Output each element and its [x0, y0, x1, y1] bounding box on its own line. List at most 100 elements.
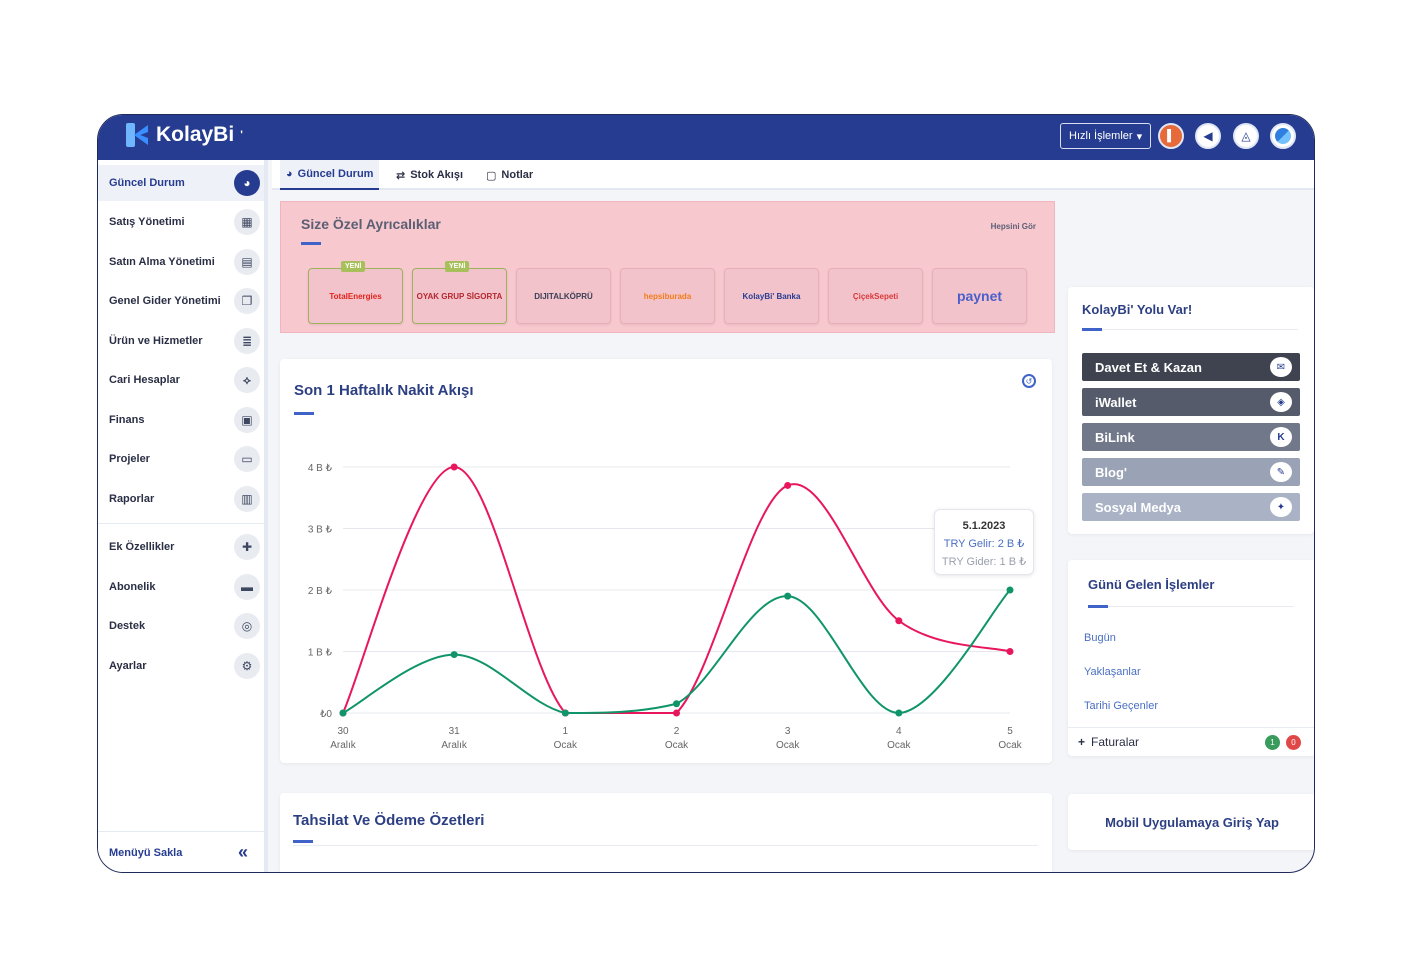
ways-button-2[interactable]: BiLink K — [1082, 423, 1300, 451]
card-icon: ▬ — [234, 574, 260, 600]
sidebar-item-satış-yönetimi[interactable]: Satış Yönetimi ▦ — [98, 204, 264, 240]
sidebar-item-finans[interactable]: Finans ▣ — [98, 402, 264, 438]
sidebar-item-projeler[interactable]: Projeler ▭ — [98, 441, 264, 477]
x-tick-day: 5 — [1007, 726, 1013, 737]
brand-card-4[interactable]: KolayBi' Banka — [724, 268, 819, 324]
brand-card-6[interactable]: paynet — [932, 268, 1027, 324]
ways-button-label: iWallet — [1095, 394, 1137, 410]
link-icon: K — [1270, 427, 1292, 447]
sidebar-item-label: Satış Yönetimi — [109, 216, 185, 228]
data-point — [339, 709, 347, 717]
x-tick-day: 4 — [896, 726, 902, 737]
link-yaklasanlar[interactable]: Yaklaşanlar — [1084, 666, 1141, 678]
sidebar-item-genel-gider-yönetimi[interactable]: Genel Gider Yönetimi ❐ — [98, 283, 264, 319]
sidebar-item-raporlar[interactable]: Raporlar ▥ — [98, 481, 264, 517]
ways-card: KolayBi' Yolu Var! Davet Et & Kazan ✉ iWal… — [1068, 287, 1314, 534]
sidebar-item-ürün-ve-hizmetler[interactable]: Ürün ve Hizmetler ≣ — [98, 323, 264, 359]
money-icon: ▣ — [234, 407, 260, 433]
document-icon: ▤ — [234, 249, 260, 275]
sidebar-item-label: Genel Gider Yönetimi — [109, 295, 221, 307]
sidebar-item-ek-özellikler[interactable]: Ek Özellikler ✚ — [98, 529, 264, 565]
brand-name: DIJITALKÖPRÜ — [534, 291, 593, 301]
handshake-icon: ⟡ — [234, 367, 260, 393]
ways-button-1[interactable]: iWallet ◈ — [1082, 388, 1300, 416]
x-tick-month: Ocak — [554, 740, 578, 751]
plus-icon: + — [1078, 735, 1086, 749]
app-window: KolayBi ' Hızlı İşlemler ▾ ▌ ◀ ◬ Güncel D… — [97, 114, 1315, 873]
tooltip-income: TRY Gelir: 2 B ₺ — [943, 538, 1025, 550]
ways-button-0[interactable]: Davet Et & Kazan ✉ — [1082, 353, 1300, 381]
data-point — [895, 709, 903, 717]
mobile-login-card[interactable]: Mobil Uygulamaya Giriş Yap — [1068, 794, 1314, 850]
sidebar-item-label: Ayarlar — [109, 660, 147, 672]
tab-stok-akisi[interactable]: ⇄ Stok Akışı — [396, 160, 463, 190]
mobile-login-label: Mobil Uygulamaya Giriş Yap — [1105, 814, 1279, 830]
link-bugun[interactable]: Bugün — [1084, 632, 1116, 644]
see-all-link[interactable]: Hepsini Gör — [990, 222, 1036, 231]
brand-name: OYAK GRUP SİGORTA — [416, 291, 503, 301]
quick-actions-button[interactable]: Hızlı İşlemler ▾ — [1060, 123, 1152, 149]
x-tick-month: Ocak — [887, 740, 911, 751]
globe-icon[interactable] — [1270, 123, 1296, 149]
sidebar-item-cari-hesaplar[interactable]: Cari Hesaplar ⟡ — [98, 362, 264, 398]
brand-card-1[interactable]: YENİ OYAK GRUP SİGORTA — [412, 261, 507, 324]
wallet-icon: ◈ — [1270, 392, 1292, 412]
ways-button-label: BiLink — [1095, 429, 1135, 445]
ways-button-4[interactable]: Sosyal Medya ✦ — [1082, 493, 1300, 521]
invoices-row[interactable]: + Faturalar — [1078, 735, 1139, 749]
sidebar-item-label: Destek — [109, 620, 146, 632]
sidebar-item-güncel-durum[interactable]: Güncel Durum ◕ — [98, 165, 264, 201]
kolaybi-logo[interactable]: KolayBi ' — [126, 123, 243, 147]
y-tick-label: 1 B ₺ — [308, 648, 333, 659]
sidebar-item-label: Güncel Durum — [109, 177, 185, 189]
today-card: Günü Gelen İşlemler Bugün Yaklaşanlar Ta… — [1068, 560, 1314, 756]
y-tick-label: 2 B ₺ — [308, 586, 333, 597]
tab-guncel-durum[interactable]: ◕ Güncel Durum — [280, 160, 380, 190]
link-tarihi-gecenler[interactable]: Tarihi Geçenler — [1084, 700, 1158, 712]
new-badge: YENİ — [445, 261, 470, 272]
social-icon: ✦ — [1270, 497, 1292, 517]
lifebuoy-icon: ◎ — [234, 613, 260, 639]
gears-icon: ⚙ — [234, 653, 260, 679]
data-point — [673, 709, 680, 717]
privileges-title: Size Özel Ayrıcalıklar — [301, 216, 441, 232]
data-point — [784, 481, 792, 489]
clock-icon[interactable]: ↺ — [1022, 374, 1036, 388]
chart-icon: ▥ — [234, 486, 260, 512]
invoice-count-green: 1 — [1265, 735, 1280, 750]
series-line-gelir — [342, 465, 1011, 714]
brand-name: ÇiçekSepeti — [852, 291, 899, 301]
brand-card-0[interactable]: YENİ TotalEnergies — [308, 261, 403, 324]
tab-bar: ◕ Güncel Durum ⇄ Stok Akışı ▢ Notlar — [272, 160, 1314, 190]
sidebar-item-label: Ürün ve Hizmetler — [109, 335, 203, 347]
y-tick-label: 3 B ₺ — [308, 525, 333, 536]
dashboard-icon: ◕ — [234, 170, 260, 196]
brand-card-2[interactable]: DIJITALKÖPRÜ — [516, 268, 611, 324]
sidebar-item-label: Projeler — [109, 453, 150, 465]
sidebar-item-satın-alma-yönetimi[interactable]: Satın Alma Yönetimi ▤ — [98, 244, 264, 280]
data-point — [673, 700, 680, 708]
tab-label: Güncel Durum — [297, 168, 374, 180]
dashboard-icon: ◕ — [286, 168, 293, 180]
ways-button-3[interactable]: Blog' ✎ — [1082, 458, 1300, 486]
avatar-icon[interactable]: ▌ — [1158, 123, 1184, 149]
brand-name: KolayBi' Banka — [742, 291, 801, 301]
brand-card-5[interactable]: ÇiçekSepeti — [828, 268, 923, 324]
data-point — [895, 617, 903, 625]
puzzle-icon: ✚ — [234, 534, 260, 560]
top-bar: KolayBi ' Hızlı İşlemler ▾ ▌ ◀ ◬ — [98, 115, 1314, 160]
megaphone-icon[interactable]: ◀ — [1195, 123, 1221, 149]
sidebar-item-destek[interactable]: Destek ◎ — [98, 608, 264, 644]
data-point — [561, 709, 569, 717]
tab-notlar[interactable]: ▢ Notlar — [486, 160, 533, 190]
cashflow-chart: ₺0 1 B ₺ 2 B ₺ 3 B ₺ 4 B ₺ 30 Aralık 31 Aralık 1 O… — [308, 463, 1023, 751]
collapse-menu-button[interactable]: Menüyü Sakla « — [98, 831, 264, 872]
brand-card-3[interactable]: hepsiburada — [620, 268, 715, 324]
x-tick-month: Ocak — [998, 740, 1022, 751]
data-point — [450, 651, 458, 659]
data-point — [1006, 648, 1014, 655]
sidebar-item-abonelik[interactable]: Abonelik ▬ — [98, 569, 264, 605]
sidebar-item-ayarlar[interactable]: Ayarlar ⚙ — [98, 648, 264, 684]
new-badge: YENİ — [341, 261, 366, 272]
bell-icon[interactable]: ◬ — [1233, 123, 1259, 149]
